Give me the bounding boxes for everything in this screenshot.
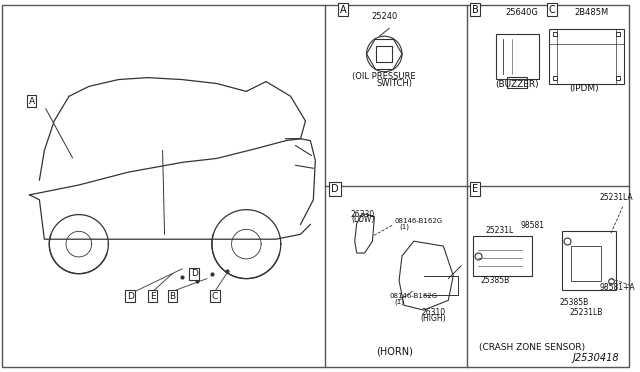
- Text: C: C: [548, 4, 555, 15]
- Bar: [495, 34, 539, 78]
- Text: E: E: [150, 292, 156, 301]
- Text: (LOW): (LOW): [351, 215, 374, 224]
- Text: B: B: [472, 4, 478, 15]
- Text: 25240: 25240: [371, 13, 397, 22]
- Text: D: D: [191, 269, 198, 278]
- Text: (IPDM): (IPDM): [570, 84, 599, 93]
- Bar: [473, 236, 532, 276]
- Text: 2B485M: 2B485M: [574, 7, 609, 16]
- Text: 25385B: 25385B: [481, 276, 510, 285]
- Text: 26330: 26330: [351, 209, 375, 218]
- Text: (BUZZER): (BUZZER): [495, 80, 539, 90]
- Text: 98581+A: 98581+A: [599, 283, 635, 292]
- Text: D: D: [332, 184, 339, 194]
- Text: (1): (1): [399, 223, 409, 230]
- Text: (HIGH): (HIGH): [420, 314, 446, 323]
- Text: J2530418: J2530418: [572, 353, 619, 363]
- Text: 25231LB: 25231LB: [570, 308, 603, 317]
- Text: 08146-B162G: 08146-B162G: [394, 218, 442, 224]
- Text: 25231L: 25231L: [486, 226, 514, 235]
- Text: C: C: [212, 292, 218, 301]
- Bar: [508, 77, 527, 89]
- Text: D: D: [127, 292, 134, 301]
- Text: SWITCH): SWITCH): [376, 80, 412, 89]
- Text: (CRASH ZONE SENSOR): (CRASH ZONE SENSOR): [479, 343, 585, 352]
- Text: 25231LA: 25231LA: [599, 193, 633, 202]
- Text: (HORN): (HORN): [376, 346, 413, 356]
- Text: A: A: [340, 4, 346, 15]
- Bar: [549, 29, 624, 84]
- Text: 25640G: 25640G: [506, 7, 539, 16]
- Text: E: E: [472, 184, 478, 194]
- Text: 98581: 98581: [520, 221, 544, 230]
- Text: (1): (1): [394, 298, 404, 305]
- Text: (OIL PRESSURE: (OIL PRESSURE: [353, 71, 416, 81]
- Text: 25385B: 25385B: [559, 298, 589, 307]
- Bar: [572, 246, 601, 280]
- Text: A: A: [28, 97, 35, 106]
- Bar: [376, 46, 392, 62]
- Text: B: B: [170, 292, 175, 301]
- Text: 26310: 26310: [422, 308, 445, 317]
- Text: 08146-B162G: 08146-B162G: [389, 294, 437, 299]
- Bar: [562, 231, 616, 291]
